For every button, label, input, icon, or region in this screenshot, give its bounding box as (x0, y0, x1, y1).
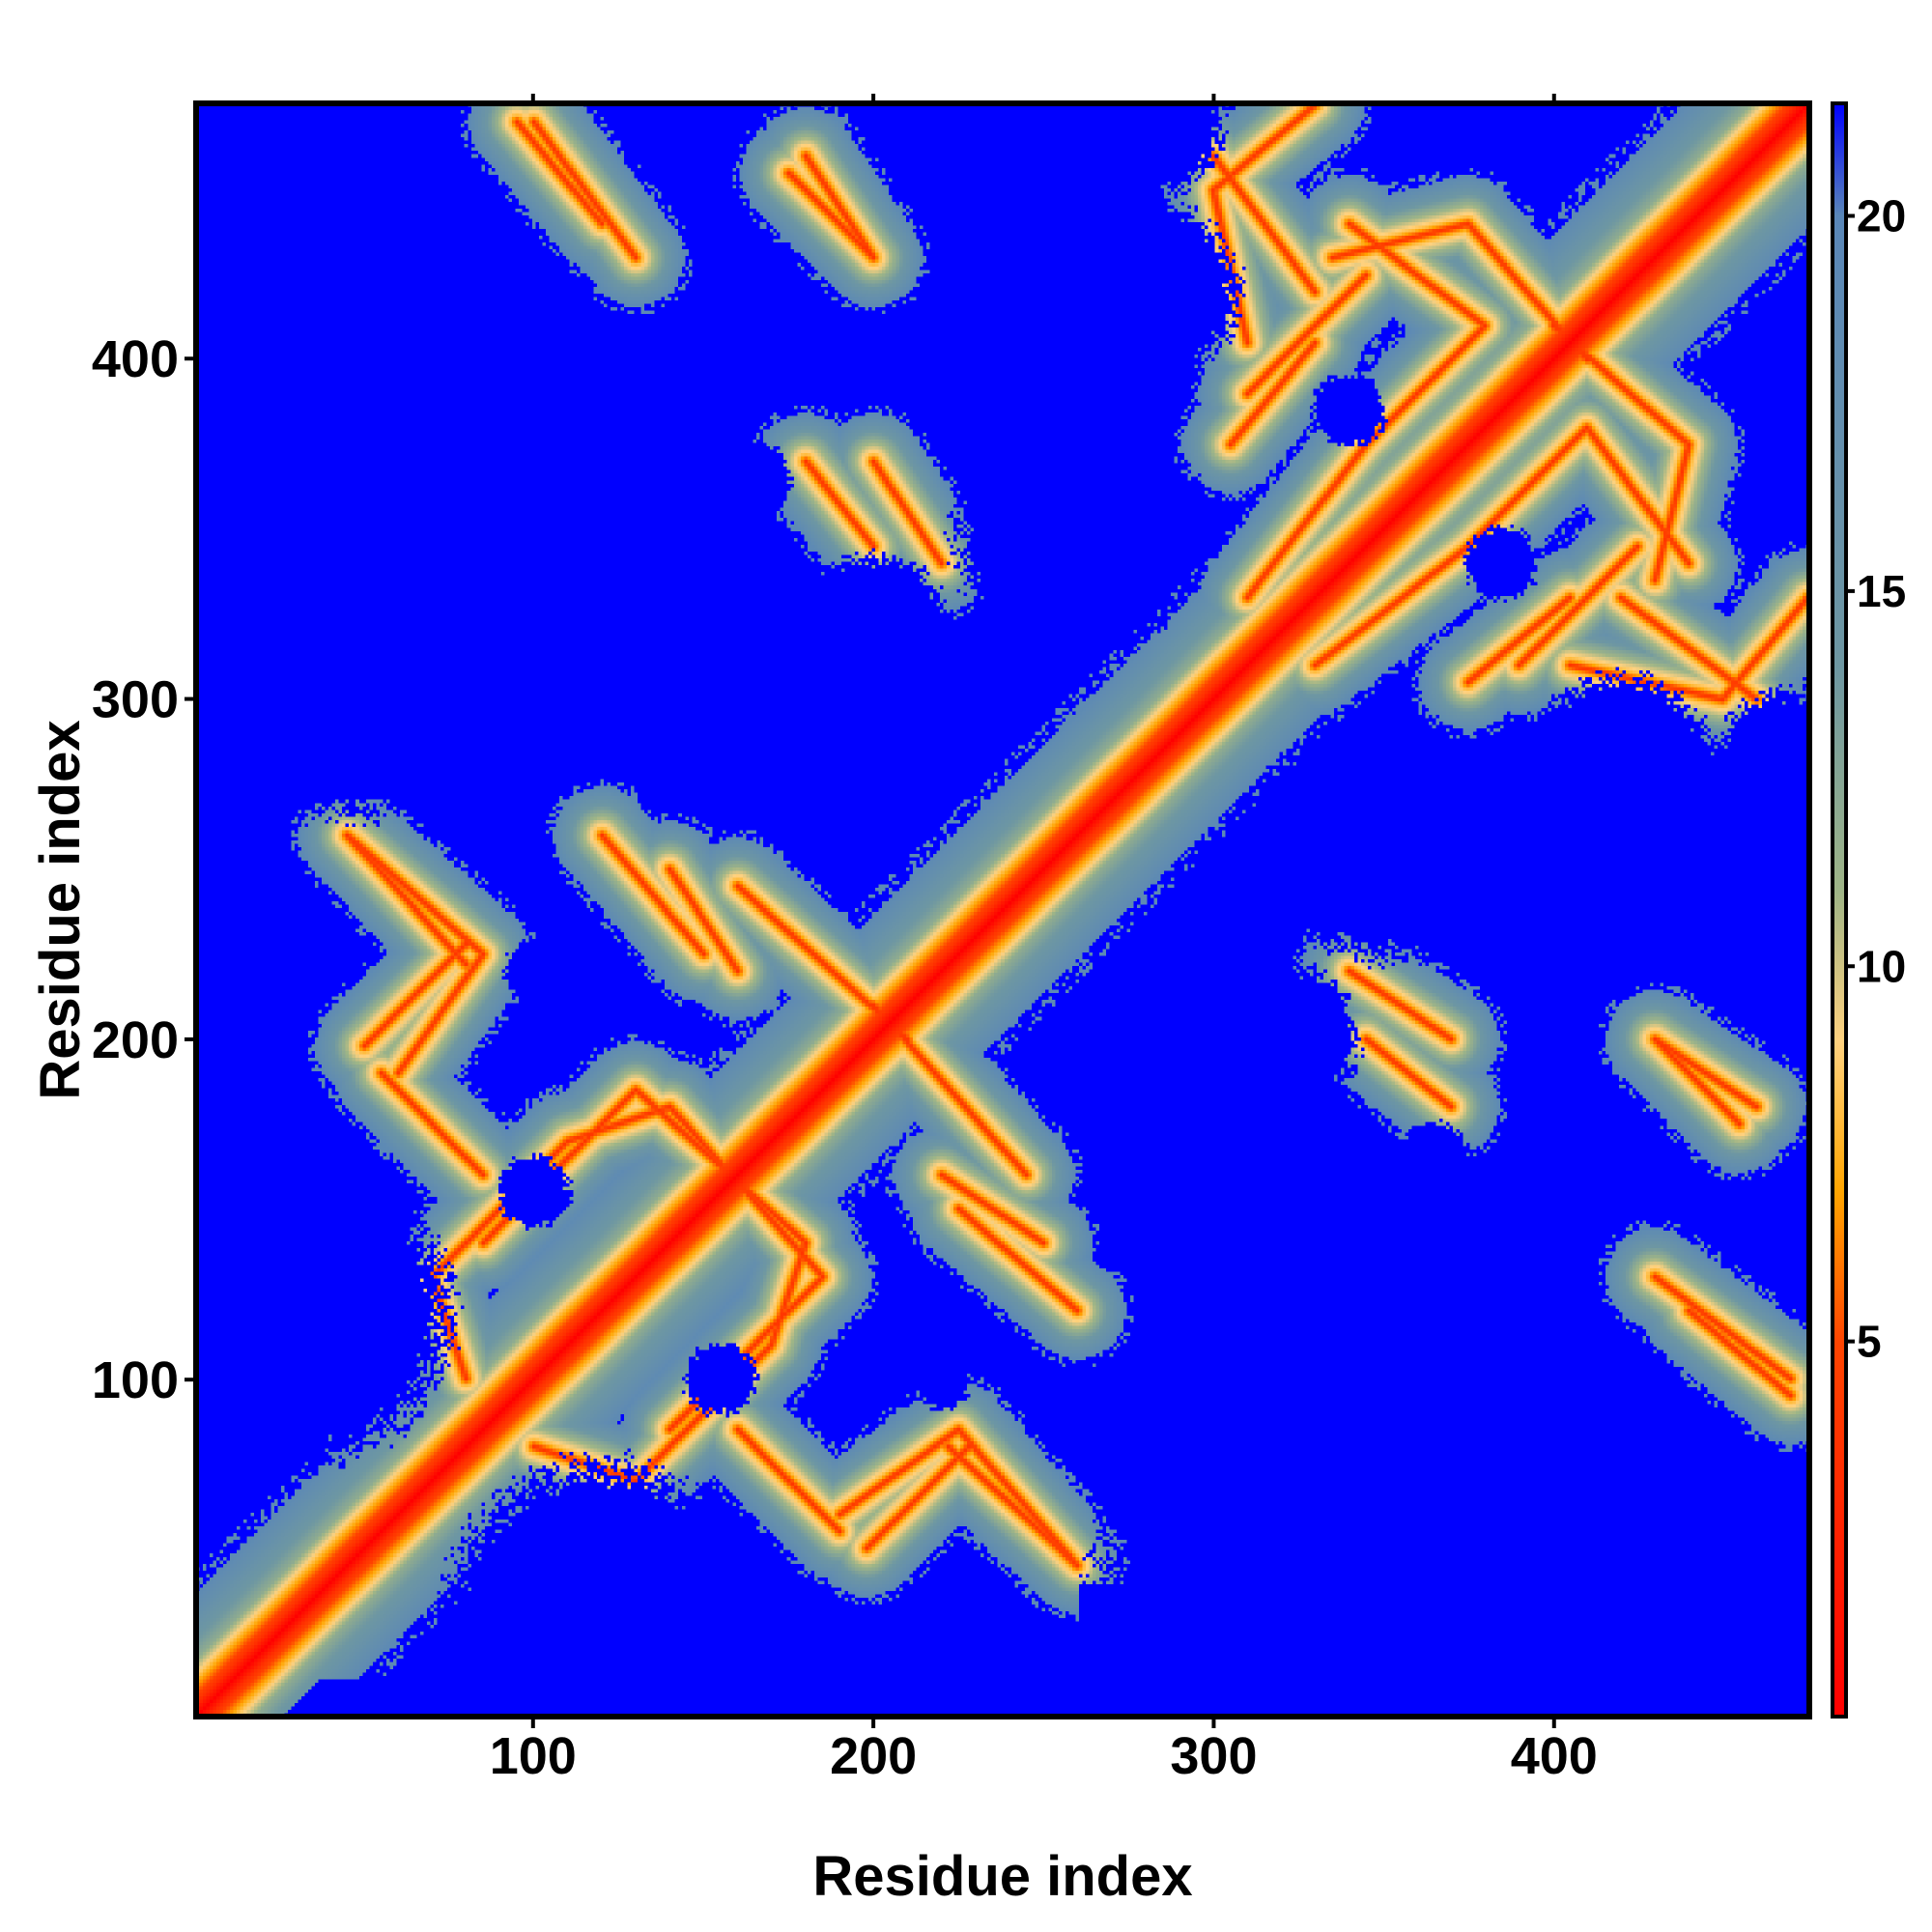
y-axis: 100 200 300 400 (92, 330, 196, 1409)
y-tick-label: 400 (92, 330, 179, 388)
x-tick-label: 100 (490, 1727, 577, 1785)
colorbar-tick-label: 5 (1857, 1317, 1882, 1367)
colorbar-tick-label: 20 (1857, 191, 1906, 242)
x-axis: 100 200 300 400 (490, 94, 1598, 1785)
plot-frame (193, 100, 1812, 1719)
y-tick-label: 200 (92, 1011, 179, 1069)
colorbar-tick-label: 15 (1857, 566, 1906, 616)
x-axis-title: Residue index (812, 1845, 1192, 1908)
colorbar (1831, 101, 1848, 1719)
y-axis-title: Residue index (29, 720, 92, 1099)
heatmap-canvas (196, 103, 1809, 1717)
x-tick-label: 300 (1170, 1727, 1257, 1785)
y-tick-label: 100 (92, 1351, 179, 1409)
y-tick-label: 300 (92, 671, 179, 729)
x-tick-label: 200 (830, 1727, 917, 1785)
colorbar-tick-label: 10 (1857, 941, 1906, 991)
x-tick-label: 400 (1511, 1727, 1598, 1785)
heatmap-plot-area (196, 103, 1809, 1717)
colorbar-ticks: 5 10 15 20 (1846, 191, 1906, 1367)
